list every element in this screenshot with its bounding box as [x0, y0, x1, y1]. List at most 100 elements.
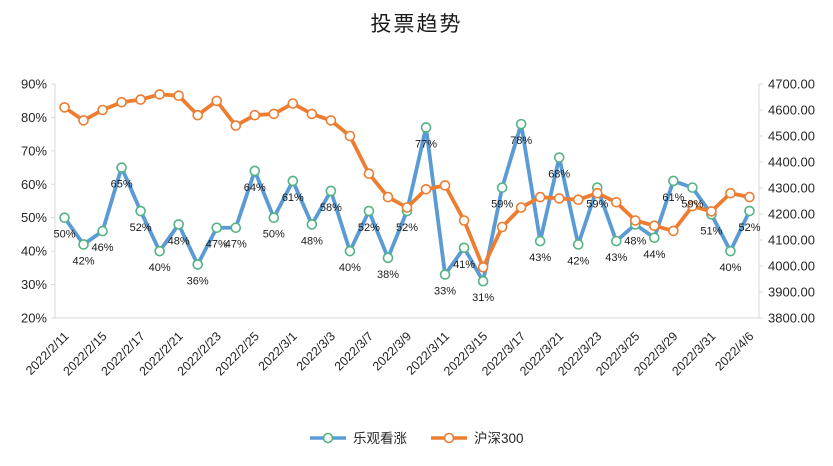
x-axis-tick-label: 2022/3/1 — [256, 329, 300, 373]
csi300-data-point-marker — [154, 89, 165, 100]
data-label: 59% — [586, 199, 608, 211]
data-label: 48% — [624, 235, 646, 247]
bullish-data-point-marker — [344, 245, 356, 257]
csi300-data-point-marker — [135, 94, 146, 105]
legend-marker-icon — [322, 432, 334, 444]
right-axis-tick-label: 4200.00 — [768, 207, 815, 222]
bullish-data-point-marker — [649, 232, 660, 244]
left-axis-tick-label: 60% — [21, 177, 47, 192]
left-axis-tick-label: 90% — [21, 77, 47, 92]
csi300-data-point-marker — [515, 202, 527, 213]
bullish-data-point-marker — [78, 239, 89, 250]
csi300-data-point-marker — [116, 96, 127, 108]
right-axis-tick-label: 3900.00 — [768, 285, 815, 300]
x-axis-tick-label: 2022/4/6 — [712, 329, 756, 373]
csi300-data-point-marker — [630, 215, 641, 226]
csi300-data-point-marker — [496, 221, 508, 233]
csi300-data-point-marker — [211, 95, 223, 107]
bullish-data-point-marker — [668, 175, 679, 187]
data-label: 38% — [377, 269, 399, 281]
bullish-data-point-marker — [249, 165, 261, 177]
x-axis-tick-label: 2022/3/3 — [294, 329, 338, 373]
data-label: 41% — [453, 259, 475, 271]
data-label: 46% — [92, 242, 114, 254]
left-axis-tick-label: 30% — [21, 277, 47, 292]
csi300-data-point-marker — [668, 225, 679, 237]
left-axis-tick-label: 50% — [21, 210, 47, 225]
csi300-data-point-marker — [534, 191, 546, 203]
right-axis-tick-label: 4700.00 — [768, 77, 815, 92]
bullish-data-point-marker — [458, 242, 470, 254]
bullish-data-point-marker — [687, 182, 698, 193]
data-label: 52% — [738, 222, 760, 234]
data-label: 43% — [605, 252, 627, 264]
bullish-data-point-marker — [268, 212, 280, 224]
data-label-layer: 50%42%46%65%52%40%48%36%47%47%64%50%61%4… — [53, 135, 760, 304]
bullish-data-point-marker — [744, 205, 755, 217]
bullish-data-point-marker — [135, 205, 146, 217]
data-label: 77% — [415, 138, 437, 150]
bullish-data-point-marker — [420, 122, 432, 133]
csi300-data-point-marker — [325, 115, 337, 126]
csi300-data-point-marker — [649, 220, 660, 231]
data-label: 31% — [472, 292, 494, 304]
csi300-data-point-marker — [687, 200, 698, 212]
data-label: 48% — [168, 235, 190, 247]
right-axis-tick-label: 3800.00 — [768, 311, 815, 326]
csi300-data-point-marker — [477, 261, 489, 273]
right-axis-tick-label: 4400.00 — [768, 155, 815, 170]
bullish-data-point-marker — [725, 245, 736, 257]
csi300-data-point-marker — [725, 187, 736, 199]
bullish-data-point-marker — [496, 182, 508, 193]
csi300-data-point-marker — [192, 109, 204, 121]
bullish-data-point-marker — [382, 252, 394, 264]
data-label: 36% — [187, 276, 209, 288]
bullish-data-point-marker — [287, 175, 299, 187]
data-label: 78% — [510, 135, 532, 147]
data-label: 61% — [662, 192, 684, 204]
data-label: 61% — [282, 192, 304, 204]
csi300-data-point-marker — [706, 206, 717, 217]
csi300-data-point-marker — [287, 98, 299, 109]
bullish-data-point-marker — [192, 259, 204, 270]
data-label: 33% — [434, 286, 456, 298]
data-label: 64% — [244, 182, 266, 194]
left-axis-tick-label: 70% — [21, 143, 47, 158]
csi300-data-point-marker — [439, 180, 451, 191]
csi300-data-point-marker — [572, 194, 584, 205]
bullish-data-point-marker — [477, 275, 489, 287]
csi300-data-point-marker — [249, 109, 261, 121]
data-label: 44% — [643, 249, 665, 261]
data-label: 65% — [111, 179, 133, 191]
right-axis-tick-label: 4500.00 — [768, 129, 815, 144]
x-axis-tick-label: 2022/3/7 — [332, 329, 376, 373]
chart-legend: 乐观看涨 沪深300 — [310, 431, 524, 446]
right-axis-tick-label: 4300.00 — [768, 181, 815, 196]
left-axis-tick-label: 80% — [21, 110, 47, 125]
left-axis-tick-label: 20% — [21, 311, 47, 326]
csi300-data-point-marker — [610, 197, 622, 208]
bullish-data-point-marker — [363, 205, 375, 217]
csi300-data-point-marker — [173, 90, 184, 101]
csi300-data-point-marker — [382, 191, 394, 203]
data-label: 51% — [700, 225, 722, 237]
data-label: 59% — [681, 199, 703, 211]
data-label: 58% — [320, 202, 342, 214]
data-label: 59% — [491, 199, 513, 211]
bullish-data-point-marker — [154, 245, 165, 257]
data-label: 68% — [548, 169, 570, 181]
chart-title: 投票趋势 — [370, 12, 463, 36]
right-axis-tick-label: 4600.00 — [768, 103, 815, 118]
left-axis-tick-label: 40% — [21, 244, 47, 259]
legend-item-bullish: 乐观看涨 — [310, 431, 407, 446]
bullish-data-point-marker — [230, 222, 242, 234]
bullish-data-point-marker — [306, 219, 318, 230]
csi300-data-point-marker — [230, 120, 242, 131]
csi300-data-point-marker — [458, 215, 470, 226]
data-label: 40% — [339, 262, 361, 274]
data-label: 42% — [567, 255, 589, 267]
legend-item-label: 乐观看涨 — [353, 431, 407, 446]
bullish-data-point-marker — [97, 225, 108, 237]
right-axis-tick-label: 4100.00 — [768, 233, 815, 248]
